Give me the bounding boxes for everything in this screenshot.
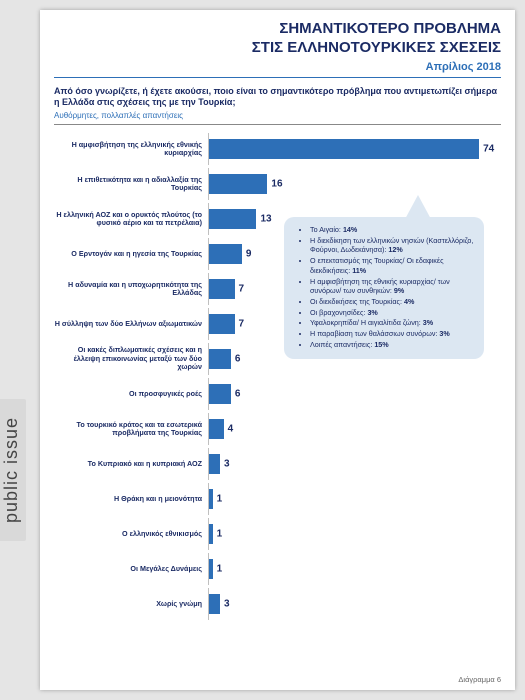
callout-item-text: Το Αιγαίο: (310, 225, 343, 234)
bar-fill: 6 (209, 349, 231, 369)
callout-item-pct: 4% (404, 297, 414, 306)
bar-fill: 1 (209, 559, 213, 579)
diagram-number: Διάγραμμα 6 (458, 675, 501, 684)
bar-row: Η επιθετικότητα και η αδιαλλαξία της Του… (54, 168, 501, 200)
page: ΣΗΜΑΝΤΙΚΟΤΕΡΟ ΠΡΟΒΛΗΜΑ ΣΤΙΣ ΕΛΛΗΝΟΤΟΥΡΚΙ… (40, 10, 515, 690)
callout-item-pct: 11% (352, 266, 366, 275)
header: ΣΗΜΑΝΤΙΚΟΤΕΡΟ ΠΡΟΒΛΗΜΑ ΣΤΙΣ ΕΛΛΗΝΟΤΟΥΡΚΙ… (40, 10, 515, 75)
callout-item: Ο επεκτατισμός της Τουρκίας/ Οι εδαφικές… (310, 256, 474, 275)
title-line-2: ΣΤΙΣ ΕΛΛΗΝΟΤΟΥΡΚΙΚΕΣ ΣΧΕΣΕΙΣ (54, 39, 501, 58)
callout-item-pct: 14% (343, 225, 357, 234)
bar-label: Η ελληνική ΑΟΖ και ο ορυκτός πλούτος (το… (54, 211, 208, 228)
bar-row: Η αμφισβήτηση της ελληνικής εθνικής κυρι… (54, 133, 501, 165)
bar-row: Το Κυπριακό και η κυπριακή ΑΟΖ3 (54, 448, 501, 480)
bar-track: 4 (209, 419, 501, 439)
bar-row: Η Θράκη και η μειονότητα1 (54, 483, 501, 515)
callout-item-text: Ο επεκτατισμός της Τουρκίας/ Οι εδαφικές… (310, 256, 444, 275)
bar-fill: 1 (209, 524, 213, 544)
callout-item-pct: 9% (394, 286, 404, 295)
bar-value: 7 (235, 283, 245, 294)
bar-label: Η Θράκη και η μειονότητα (54, 495, 208, 503)
subtitle-date: Απρίλιος 2018 (54, 61, 501, 73)
bar-label: Η αμφισβήτηση της ελληνικής εθνικής κυρι… (54, 141, 208, 158)
callout-item-pct: 15% (374, 340, 388, 349)
bar-fill: 16 (209, 174, 267, 194)
bar-track: 16 (209, 174, 501, 194)
callout-item-text: Λοιπές απαντήσεις: (310, 340, 374, 349)
callout-item: Η αμφισβήτηση της εθνικής κυριαρχίας/ τω… (310, 277, 474, 296)
bar-value: 7 (235, 318, 245, 329)
bar-track: 6 (209, 384, 501, 404)
bar-track: 1 (209, 524, 501, 544)
bar-label: Το Κυπριακό και η κυπριακή ΑΟΖ (54, 460, 208, 468)
bar-label: Ο ελληνικός εθνικισμός (54, 530, 208, 538)
bar-label: Ο Ερντογάν και η ηγεσία της Τουρκίας (54, 250, 208, 258)
breakdown-callout: Το Αιγαίο: 14%Η διεκδίκηση των ελληνικών… (284, 217, 484, 359)
bar-label: Η αδυναμία και η υποχωρητικότητα της Ελλ… (54, 281, 208, 298)
bar-label: Η επιθετικότητα και η αδιαλλαξία της Του… (54, 176, 208, 193)
bar-value: 1 (213, 528, 223, 539)
callout-item: Το Αιγαίο: 14% (310, 225, 474, 235)
bar-value: 6 (231, 353, 241, 364)
title-line-1: ΣΗΜΑΝΤΙΚΟΤΕΡΟ ΠΡΟΒΛΗΜΑ (54, 20, 501, 39)
bar-value: 3 (220, 458, 230, 469)
callout-item: Η παραβίαση των θαλάσσιων συνόρων: 3% (310, 329, 474, 339)
callout-item-text: Οι διεκδικήσεις της Τουρκίας: (310, 297, 404, 306)
callout-item-pct: 3% (439, 329, 449, 338)
bar-row: Χωρίς γνώμη3 (54, 588, 501, 620)
bar-value: 4 (224, 423, 234, 434)
question-text: Από όσο γνωρίζετε, ή έχετε ακούσει, ποιο… (54, 86, 501, 109)
bar-value: 6 (231, 388, 241, 399)
bar-label: Το τουρκικό κράτος και τα εσωτερικά προβ… (54, 421, 208, 438)
bar-value: 3 (220, 598, 230, 609)
bar-chart: Η αμφισβήτηση της ελληνικής εθνικής κυρι… (40, 133, 515, 620)
bar-track: 1 (209, 489, 501, 509)
bar-label: Οι κακές διπλωματικές σχέσεις και η έλλε… (54, 346, 208, 371)
callout-item: Οι διεκδικήσεις της Τουρκίας: 4% (310, 297, 474, 307)
callout-item-text: Η αμφισβήτηση της εθνικής κυριαρχίας/ τω… (310, 277, 450, 296)
bar-track: 3 (209, 454, 501, 474)
bar-label: Χωρίς γνώμη (54, 600, 208, 608)
callout-item: Υφαλοκρηπίδα/ Η αιγιαλίτιδα ζώνη: 3% (310, 318, 474, 328)
bar-value: 74 (479, 143, 494, 154)
callout-item: Η διεκδίκηση των ελληνικών νησιών (Καστε… (310, 236, 474, 255)
callout-item-text: Η παραβίαση των θαλάσσιων συνόρων: (310, 329, 439, 338)
bar-value: 16 (267, 178, 282, 189)
bar-value: 1 (213, 563, 223, 574)
callout-item-text: Οι βραχονησίδες: (310, 308, 367, 317)
bar-fill: 7 (209, 279, 235, 299)
bar-label: Οι προσφυγικές ροές (54, 390, 208, 398)
bar-row: Ο ελληνικός εθνικισμός1 (54, 518, 501, 550)
callout-item-text: Υφαλοκρηπίδα/ Η αιγιαλίτιδα ζώνη: (310, 318, 423, 327)
bar-fill: 7 (209, 314, 235, 334)
question-note: Αυθόρμητες, πολλαπλές απαντήσεις (54, 111, 501, 120)
bar-value: 9 (242, 248, 252, 259)
bar-row: Οι Μεγάλες Δυνάμεις1 (54, 553, 501, 585)
bar-track: 3 (209, 594, 501, 614)
bar-label: Η σύλληψη των δύο Ελλήνων αξιωματικών (54, 320, 208, 328)
bar-fill: 9 (209, 244, 242, 264)
bar-value: 1 (213, 493, 223, 504)
bar-fill: 1 (209, 489, 213, 509)
bar-fill: 3 (209, 594, 220, 614)
bar-row: Το τουρκικό κράτος και τα εσωτερικά προβ… (54, 413, 501, 445)
brand-sidebar: public issue (0, 399, 26, 541)
callout-item: Οι βραχονησίδες: 3% (310, 308, 474, 318)
bar-fill: 13 (209, 209, 256, 229)
bar-track: 74 (209, 139, 501, 159)
bar-row: Οι προσφυγικές ροές6 (54, 378, 501, 410)
callout-item-pct: 3% (367, 308, 377, 317)
question-divider (54, 124, 501, 125)
bar-fill: 3 (209, 454, 220, 474)
question-block: Από όσο γνωρίζετε, ή έχετε ακούσει, ποιο… (40, 78, 515, 120)
bar-fill: 4 (209, 419, 224, 439)
bar-value: 13 (256, 213, 271, 224)
bar-label: Οι Μεγάλες Δυνάμεις (54, 565, 208, 573)
bar-fill: 74 (209, 139, 479, 159)
callout-item: Λοιπές απαντήσεις: 15% (310, 340, 474, 350)
callout-item-pct: 3% (423, 318, 433, 327)
bar-track: 1 (209, 559, 501, 579)
bar-fill: 6 (209, 384, 231, 404)
callout-item-pct: 12% (388, 245, 402, 254)
